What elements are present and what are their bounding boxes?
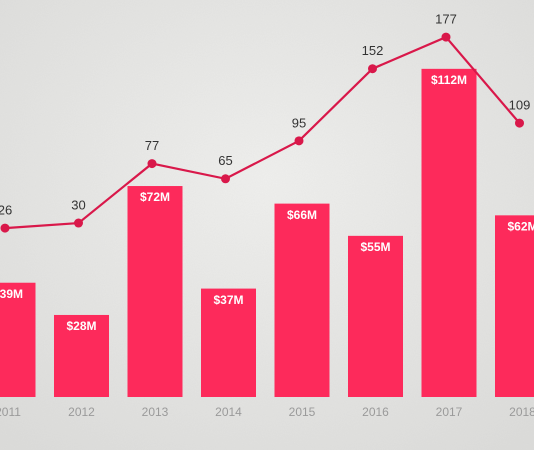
bar-label: $62M [507, 220, 534, 234]
x-tick-label: 2018 [509, 405, 534, 419]
bar [54, 314, 109, 397]
x-tick-label: 2011 [0, 405, 21, 419]
bar-label: $55M [360, 240, 390, 254]
line-point [221, 174, 230, 184]
bar [274, 203, 330, 397]
bar-label: $39M [0, 287, 23, 301]
bar-label: $28M [66, 319, 96, 333]
line [4, 35, 521, 230]
point-label: 26 [0, 203, 12, 218]
bar [127, 186, 183, 397]
plot: $39M 2011 $28M 2012 $72M 2013 $37M 2014 $66M 2015… [0, 12, 534, 419]
point-label: 109 [509, 98, 531, 113]
line-point [0, 223, 10, 233]
x-tick-label: 2013 [142, 405, 169, 419]
x-tick-label: 2016 [362, 405, 389, 419]
line-point [368, 64, 377, 74]
point-label: 65 [218, 153, 232, 168]
bar-label: $72M [140, 190, 170, 204]
line-point [74, 218, 83, 228]
point-label: 95 [292, 115, 306, 130]
line-point [515, 118, 524, 128]
bar [348, 235, 403, 397]
point-label: 177 [435, 12, 457, 27]
bar-label: $66M [287, 208, 317, 222]
x-tick-label: 2015 [289, 405, 316, 419]
x-tick-label: 2017 [436, 405, 463, 419]
x-tick-label: 2014 [215, 405, 242, 419]
point-label: 77 [145, 138, 159, 153]
bar [201, 288, 256, 397]
point-label: 152 [362, 43, 384, 58]
line-point [441, 32, 451, 42]
line-point [147, 159, 157, 169]
bar [421, 68, 477, 397]
bar-label: $112M [431, 73, 467, 87]
bar-label: $37M [213, 293, 243, 307]
line-point [294, 136, 304, 146]
bar [0, 282, 36, 397]
x-tick-label: 2012 [68, 405, 95, 419]
bar [495, 215, 534, 397]
point-label: 30 [71, 197, 85, 212]
